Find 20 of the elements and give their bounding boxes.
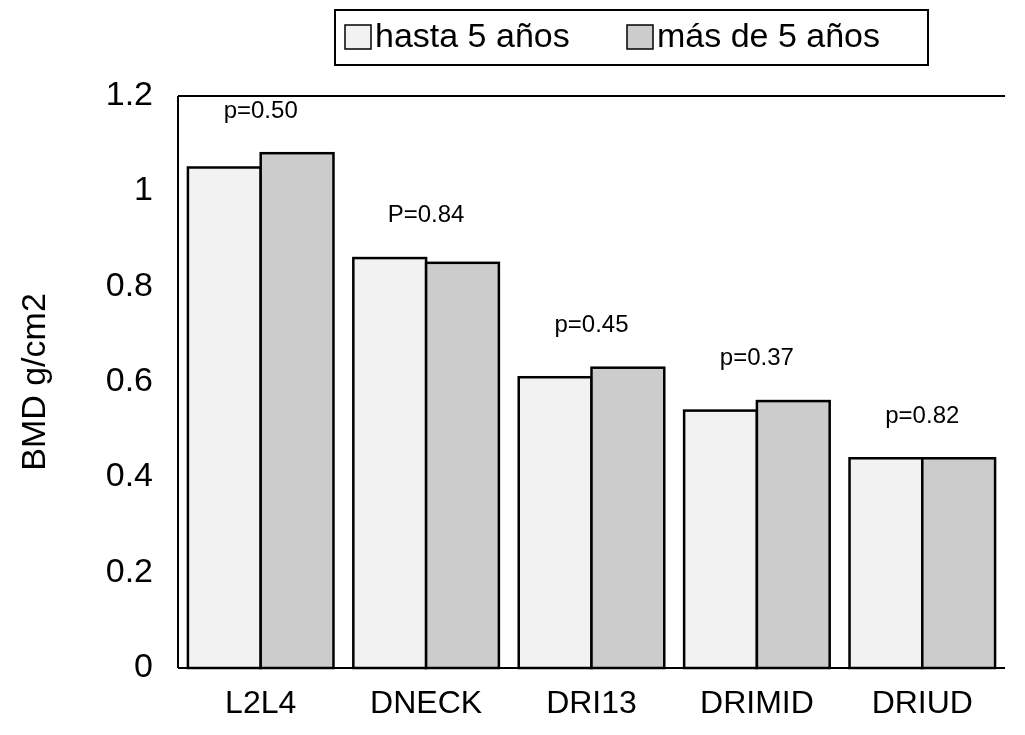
y-axis-title: BMD g/cm2 — [14, 293, 52, 471]
x-tick-label: DRIUD — [871, 684, 973, 720]
annotation: p=0.45 — [554, 310, 629, 338]
x-tick-label: DRIMID — [700, 684, 814, 720]
annotation: p=0.50 — [223, 95, 298, 123]
legend-label: hasta 5 años — [375, 15, 570, 54]
x-tick-label: DRI13 — [546, 684, 637, 720]
y-tick-label: 0.2 — [105, 550, 153, 589]
y-tick-label: 1 — [134, 169, 153, 208]
annotation: p=0.82 — [885, 400, 960, 428]
legend-label: más de 5 años — [657, 15, 881, 54]
annotation: p=0.37 — [719, 343, 794, 371]
y-tick-label: 0.8 — [105, 264, 153, 303]
y-tick-label: 0.6 — [105, 359, 153, 398]
y-tick-label: 0 — [134, 645, 153, 684]
y-tick-label: 1.2 — [105, 73, 153, 112]
y-tick-label: 0.4 — [105, 455, 153, 494]
annotation: P=0.84 — [387, 200, 465, 228]
x-tick-label: DNECK — [370, 684, 483, 720]
x-tick-label: L2L4 — [225, 684, 297, 720]
